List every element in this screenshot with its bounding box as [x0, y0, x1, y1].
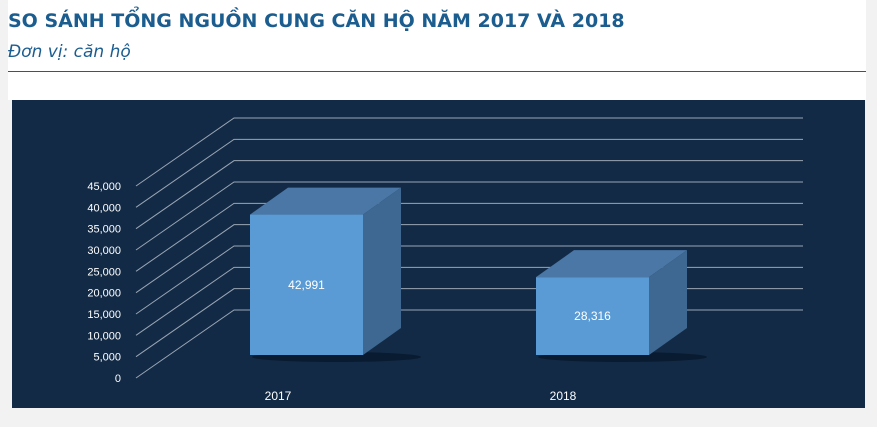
gridline — [135, 245, 803, 315]
gridline — [135, 138, 803, 208]
data-label: 42,991 — [288, 278, 325, 292]
y-tick-label: 40,000 — [87, 202, 121, 214]
bar — [536, 277, 649, 355]
y-tick-label: 30,000 — [87, 245, 121, 257]
x-tick-label: 2017 — [265, 389, 292, 403]
bar-top — [536, 250, 687, 278]
y-tick-label: 25,000 — [87, 266, 121, 278]
y-tick-label: 0 — [115, 373, 121, 385]
y-tick-label: 10,000 — [87, 330, 121, 342]
plot-area — [12, 100, 865, 408]
gridline — [135, 202, 803, 272]
y-tick-label: 35,000 — [87, 224, 121, 236]
header-panel — [8, 0, 866, 100]
bar-top — [250, 187, 401, 215]
gridline — [135, 266, 803, 336]
gridline — [135, 160, 803, 230]
y-tick-label: 5,000 — [93, 352, 121, 364]
x-tick-label: 2018 — [550, 389, 577, 403]
bar-side — [363, 187, 401, 355]
chart-title: SO SÁNH TỔNG NGUỒN CUNG CĂN HỘ NĂM 2017 … — [8, 10, 625, 32]
y-tick-label: 45,000 — [87, 181, 121, 193]
y-tick-label: 20,000 — [87, 288, 121, 300]
y-tick-label: 15,000 — [87, 309, 121, 321]
bar — [250, 214, 363, 355]
bar-side — [649, 250, 687, 355]
gridline — [135, 181, 803, 251]
title-divider — [8, 71, 866, 72]
gridline — [135, 288, 803, 358]
gridline — [135, 117, 803, 187]
gridline — [135, 309, 803, 379]
data-label: 28,316 — [574, 309, 611, 323]
gridline — [135, 224, 803, 294]
chart-subtitle: Đơn vị: căn hộ — [8, 42, 131, 62]
